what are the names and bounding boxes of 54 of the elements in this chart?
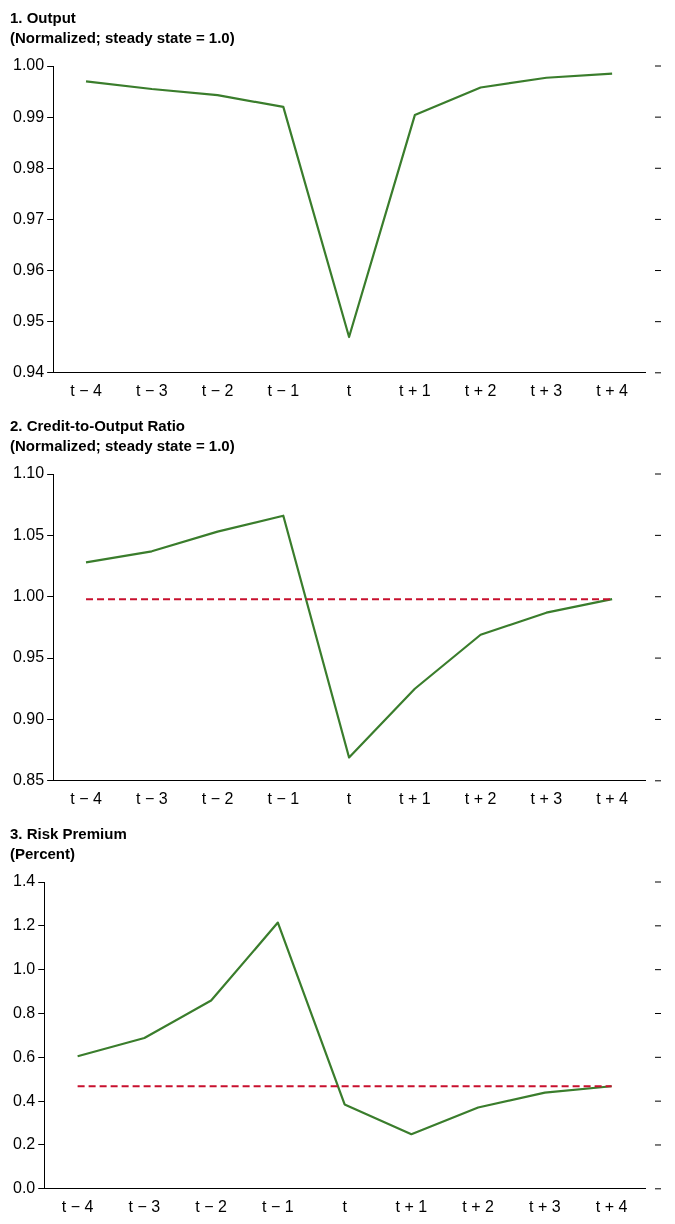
x-tick-label: t + 4 bbox=[596, 381, 629, 399]
x-tick-label: t + 1 bbox=[395, 1197, 428, 1215]
y-tick-label: 0.0 bbox=[12, 1179, 36, 1197]
y-tick-label: 1.4 bbox=[12, 872, 36, 890]
x-tick-label: t + 2 bbox=[462, 1197, 495, 1215]
x-tick-label: t − 1 bbox=[267, 789, 300, 807]
x-tick-label: t + 1 bbox=[399, 381, 431, 399]
x-tick-label: t − 1 bbox=[262, 1197, 294, 1215]
y-tick-label: 0.95 bbox=[13, 312, 45, 330]
y-tick-label: 0.8 bbox=[12, 1003, 36, 1021]
y-tick-label: 0.90 bbox=[13, 709, 45, 727]
y-tick-label: 0.2 bbox=[12, 1135, 36, 1153]
x-tick-label: t − 4 bbox=[70, 381, 102, 399]
y-tick-label: 0.96 bbox=[13, 260, 45, 278]
x-tick-label: t + 3 bbox=[530, 381, 563, 399]
x-tick-label: t bbox=[342, 1197, 348, 1215]
x-tick-label: t − 2 bbox=[195, 1197, 228, 1215]
x-tick-label: t + 4 bbox=[595, 1197, 628, 1215]
x-tick-label: t − 3 bbox=[135, 381, 168, 399]
x-tick-label: t − 3 bbox=[128, 1197, 161, 1215]
x-tick-label: t bbox=[346, 789, 352, 807]
chart-title: 3. Risk Premium bbox=[10, 825, 127, 843]
x-tick-label: t + 3 bbox=[530, 789, 563, 807]
y-tick-label: 0.99 bbox=[13, 107, 45, 125]
x-tick-label: t − 2 bbox=[201, 381, 234, 399]
y-tick-label: 0.98 bbox=[13, 158, 45, 176]
y-tick-label: 1.0 bbox=[12, 960, 36, 978]
x-tick-label: t + 4 bbox=[596, 789, 629, 807]
y-tick-label: 1.00 bbox=[13, 587, 45, 605]
x-tick-label: t − 1 bbox=[267, 381, 300, 399]
chart-subtitle: (Percent) bbox=[10, 845, 76, 863]
x-tick-label: t − 2 bbox=[201, 789, 234, 807]
y-tick-label: 0.94 bbox=[13, 363, 45, 381]
y-tick-label: 0.97 bbox=[13, 209, 45, 227]
x-tick-label: t − 4 bbox=[70, 789, 102, 807]
x-tick-label: t + 1 bbox=[399, 789, 431, 807]
y-tick-label: 1.2 bbox=[12, 916, 36, 934]
chart-subtitle: (Normalized; steady state = 1.0) bbox=[10, 437, 235, 455]
x-tick-label: t + 2 bbox=[464, 381, 497, 399]
x-tick-label: t − 4 bbox=[61, 1197, 94, 1215]
chart-subtitle: (Normalized; steady state = 1.0) bbox=[10, 29, 235, 47]
x-tick-label: t − 3 bbox=[135, 789, 168, 807]
y-tick-label: 0.6 bbox=[12, 1047, 36, 1065]
y-tick-label: 1.10 bbox=[13, 464, 45, 482]
chart-title: 2. Credit-to-Output Ratio bbox=[10, 417, 185, 435]
y-tick-label: 1.00 bbox=[13, 56, 45, 74]
y-tick-label: 0.95 bbox=[13, 648, 45, 666]
x-tick-label: t + 2 bbox=[464, 789, 497, 807]
x-tick-label: t + 3 bbox=[529, 1197, 561, 1215]
x-tick-label: t bbox=[346, 381, 352, 399]
chart-title: 1. Output bbox=[10, 9, 76, 27]
y-tick-label: 0.4 bbox=[12, 1091, 36, 1109]
y-tick-label: 1.05 bbox=[13, 525, 45, 543]
y-tick-label: 0.85 bbox=[13, 771, 45, 789]
